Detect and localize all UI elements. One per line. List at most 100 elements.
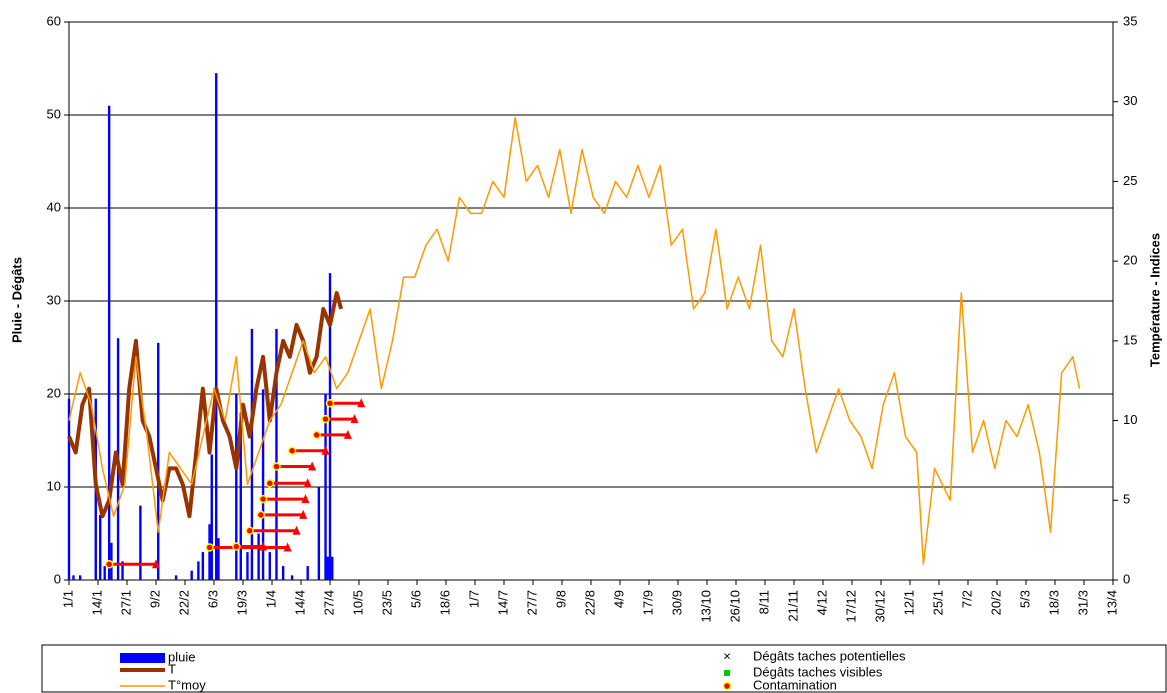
bar bbox=[208, 524, 211, 580]
y2-tick-label: 10 bbox=[1123, 412, 1137, 427]
bar bbox=[99, 514, 102, 580]
bar bbox=[201, 552, 205, 580]
bar bbox=[197, 561, 200, 580]
contamination-start bbox=[312, 430, 321, 440]
contamination-end bbox=[301, 494, 310, 504]
bar bbox=[235, 394, 238, 580]
x-tick-label: 22/2 bbox=[176, 590, 191, 615]
legend-label: T bbox=[168, 661, 176, 676]
y-tick-label: 10 bbox=[47, 478, 61, 493]
legend-swatch bbox=[120, 653, 165, 663]
bar bbox=[190, 570, 193, 580]
bar bbox=[306, 566, 309, 580]
bar bbox=[78, 575, 82, 580]
y2-axis-title: Température - Indices bbox=[1147, 233, 1162, 367]
bar bbox=[239, 412, 242, 580]
x-tick-label: 30/9 bbox=[669, 590, 684, 615]
y2-tick-label: 35 bbox=[1123, 13, 1137, 28]
y-tick-label: 40 bbox=[47, 199, 61, 214]
legend-label: Dégâts taches potentielles bbox=[753, 648, 906, 663]
y2-tick-label: 25 bbox=[1123, 173, 1137, 188]
x-tick-label: 27/4 bbox=[321, 590, 336, 615]
y2-tick-label: 15 bbox=[1123, 332, 1137, 347]
x-tick-label: 7/2 bbox=[959, 590, 974, 608]
y2-tick-label: 0 bbox=[1123, 571, 1130, 586]
x-tick-label: 18/6 bbox=[437, 590, 452, 615]
bar bbox=[257, 533, 260, 580]
x-tick-label: 13/4 bbox=[1104, 590, 1119, 615]
bar bbox=[121, 561, 124, 580]
x-tick-label: 31/3 bbox=[1075, 590, 1090, 615]
x-tick-label: 27/7 bbox=[524, 590, 539, 615]
contamination-start bbox=[287, 446, 297, 455]
legend-swatch: × bbox=[723, 648, 731, 663]
bar bbox=[261, 389, 265, 580]
x-tick-label: 14/1 bbox=[89, 590, 104, 615]
contamination-start bbox=[272, 462, 281, 471]
x-tick-label: 1/4 bbox=[263, 590, 278, 608]
contamination-start bbox=[258, 494, 268, 504]
contamination-start bbox=[265, 479, 275, 488]
contamination-end bbox=[303, 478, 312, 488]
x-tick-label: 14/4 bbox=[292, 590, 307, 615]
bar bbox=[331, 556, 334, 580]
contamination-end bbox=[152, 559, 160, 569]
x-tick-label: 30/12 bbox=[872, 590, 887, 623]
x-tick-label: 13/10 bbox=[698, 590, 713, 623]
bar bbox=[281, 566, 285, 580]
x-tick-label: 26/10 bbox=[727, 590, 742, 623]
contamination-start bbox=[245, 526, 254, 535]
contamination-end bbox=[299, 509, 308, 519]
contamination-end bbox=[321, 445, 330, 455]
line bbox=[68, 116, 1081, 565]
bar bbox=[215, 73, 218, 581]
x-tick-label: 10/5 bbox=[350, 590, 365, 615]
y-tick-label: 60 bbox=[47, 13, 61, 28]
x-tick-label: 1/1 bbox=[60, 590, 75, 608]
x-tick-label: 4/9 bbox=[611, 590, 626, 608]
contamination-end bbox=[292, 525, 301, 535]
bar bbox=[246, 552, 249, 580]
x-tick-label: 9/2 bbox=[147, 590, 162, 608]
bar bbox=[268, 552, 271, 580]
x-tick-label: 27/1 bbox=[118, 590, 133, 615]
x-tick-label: 14/7 bbox=[495, 590, 510, 615]
x-tick-label: 8/11 bbox=[756, 590, 771, 614]
y-tick-label: 20 bbox=[47, 385, 61, 400]
y-tick-label: 50 bbox=[47, 106, 61, 121]
legend bbox=[41, 644, 1167, 693]
bar bbox=[275, 328, 278, 580]
contamination-start bbox=[205, 543, 214, 552]
contamination-end bbox=[308, 461, 317, 471]
bar bbox=[174, 575, 178, 580]
x-tick-label: 20/2 bbox=[988, 590, 1003, 615]
x-tick-label: 1/7 bbox=[466, 590, 481, 608]
y2-tick-label: 20 bbox=[1123, 253, 1137, 268]
y2-tick-label: 30 bbox=[1123, 93, 1137, 108]
contamination-end bbox=[343, 429, 352, 439]
bar bbox=[67, 398, 71, 580]
legend-label: Dégâts taches visibles bbox=[753, 664, 883, 679]
bar bbox=[326, 556, 329, 580]
legend-swatch bbox=[722, 681, 732, 691]
contamination-end bbox=[357, 398, 366, 408]
x-tick-label: 21/11 bbox=[785, 590, 800, 622]
x-tick-label: 4/12 bbox=[814, 590, 829, 615]
contamination-start bbox=[325, 399, 335, 408]
x-tick-label: 9/8 bbox=[553, 590, 568, 608]
contamination-end bbox=[350, 414, 359, 424]
x-tick-label: 12/1 bbox=[901, 590, 916, 615]
x-tick-label: 22/8 bbox=[582, 590, 597, 615]
x-tick-label: 5/6 bbox=[408, 590, 423, 608]
legend-label: pluie bbox=[168, 649, 195, 664]
legend-swatch bbox=[724, 670, 730, 676]
x-tick-label: 23/5 bbox=[379, 590, 394, 615]
legend-label: T°moy bbox=[168, 677, 206, 692]
bar bbox=[107, 105, 111, 580]
bar bbox=[157, 342, 160, 580]
y-tick-label: 0 bbox=[54, 571, 61, 586]
x-tick-label: 25/1 bbox=[930, 590, 945, 615]
contamination-end bbox=[259, 541, 268, 551]
contamination-start bbox=[256, 510, 266, 520]
